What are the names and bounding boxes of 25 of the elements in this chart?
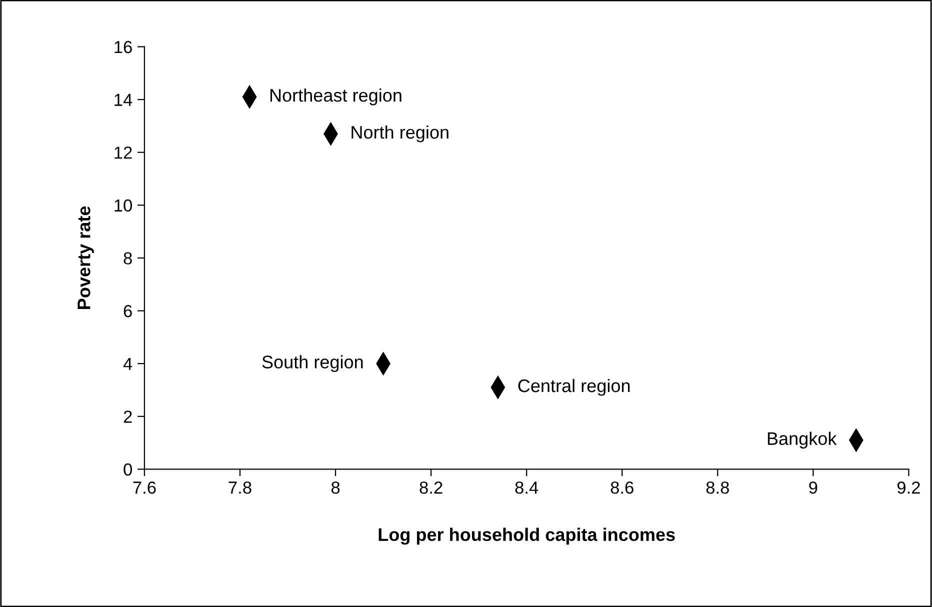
x-tick-label: 9.2 — [897, 481, 920, 494]
annotation: Bangkok — [768, 432, 837, 449]
y-tick-label: 12 — [114, 146, 132, 159]
y-axis-title: Poverty rate — [78, 206, 94, 309]
y-tick-label: 10 — [114, 199, 132, 212]
y-tick-label: 8 — [124, 252, 132, 264]
x-tick-label: 8.8 — [706, 481, 729, 494]
annotation: Central region — [518, 378, 630, 396]
x-tick-label: 7.6 — [133, 481, 156, 494]
x-tick-label: 8.4 — [515, 481, 538, 494]
y-tick-label: 6 — [124, 304, 132, 318]
annotation: Northeast region — [270, 88, 402, 106]
x-tick-label: 7.8 — [228, 481, 252, 494]
y-tick-label: 16 — [114, 40, 132, 54]
x-tick-label: 9 — [809, 481, 818, 494]
x-tick-label: 8.6 — [610, 481, 634, 494]
y-tick-label: 2 — [124, 410, 132, 423]
x-axis-title: Log per household capita incomes — [378, 528, 675, 545]
x-tick-label: 8 — [331, 481, 340, 494]
annotation: South region — [262, 355, 363, 372]
x-tick-label: 8.2 — [420, 481, 442, 494]
y-tick-label: 0 — [124, 463, 132, 476]
y-tick-label: 14 — [114, 94, 132, 106]
annotation: North region — [352, 125, 448, 142]
y-tick-label: 4 — [123, 358, 132, 370]
